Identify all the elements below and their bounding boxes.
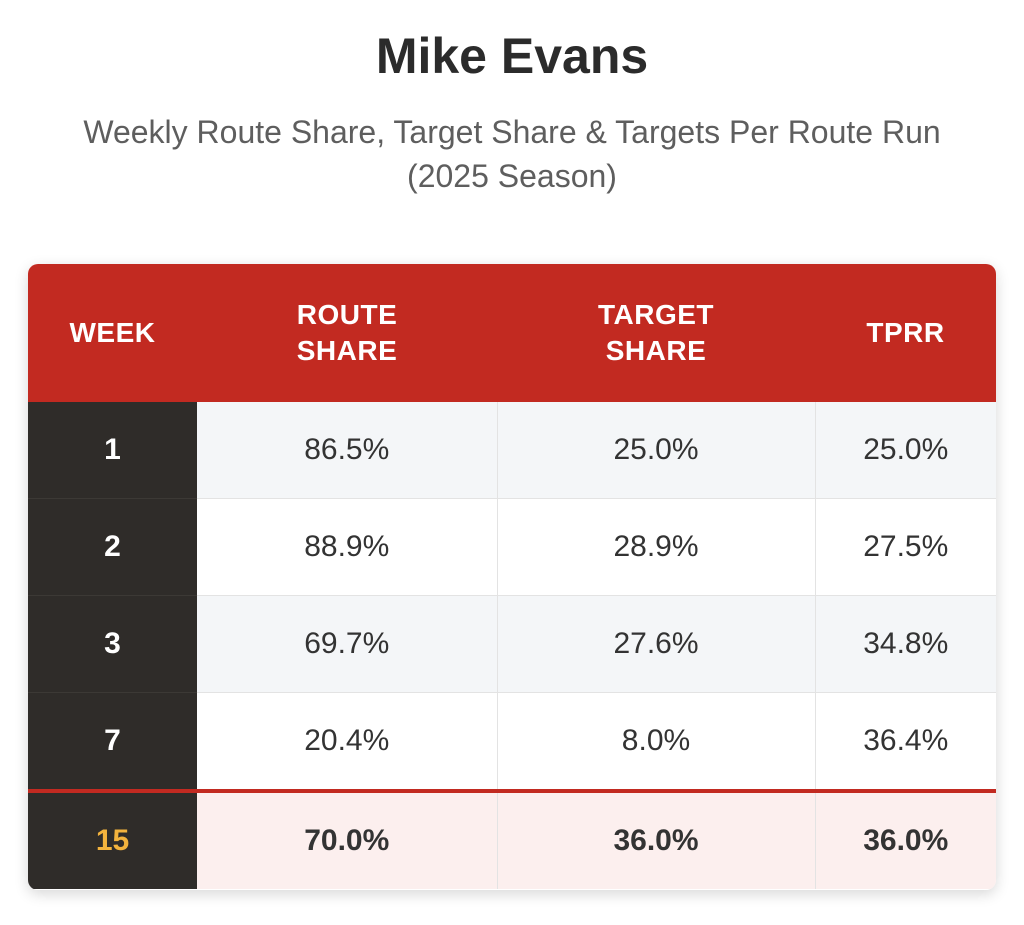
- route-share-cell: 88.9%: [197, 498, 498, 596]
- route-share-cell: 69.7%: [197, 595, 498, 693]
- table-row: 7 20.4% 8.0% 36.4%: [28, 692, 996, 792]
- column-header-route-share: ROUTE SHARE: [197, 264, 497, 402]
- route-share-cell: 70.0%: [197, 789, 498, 889]
- table-row: 3 69.7% 27.6% 34.8%: [28, 595, 996, 693]
- table-header-row: WEEK ROUTE SHARE TARGET SHARE TPRR: [28, 264, 996, 402]
- table-row-highlighted: 15 70.0% 36.0% 36.0%: [28, 789, 996, 889]
- route-share-cell: 20.4%: [197, 692, 498, 792]
- tprr-cell: 36.4%: [815, 692, 996, 792]
- target-share-cell: 28.9%: [497, 498, 816, 596]
- week-cell: 15: [28, 789, 197, 889]
- column-header-week: WEEK: [28, 264, 197, 402]
- target-share-cell: 27.6%: [497, 595, 816, 693]
- target-share-cell: 25.0%: [497, 402, 816, 499]
- chart-subtitle: Weekly Route Share, Target Share & Targe…: [83, 114, 941, 194]
- route-share-cell: 86.5%: [197, 402, 498, 499]
- table-row: 1 86.5% 25.0% 25.0%: [28, 402, 996, 499]
- column-header-target-share: TARGET SHARE: [497, 264, 815, 402]
- column-header-tprr: TPRR: [815, 264, 996, 402]
- chart-title: Mike Evans: [375, 28, 649, 84]
- week-cell: 1: [28, 402, 197, 499]
- target-share-cell: 8.0%: [497, 692, 816, 792]
- stats-table-container: WEEK ROUTE SHARE TARGET SHARE TPRR 1 86.5%…: [28, 264, 996, 890]
- tprr-cell: 36.0%: [815, 789, 996, 889]
- tprr-cell: 27.5%: [815, 498, 996, 596]
- table-row: 2 88.9% 28.9% 27.5%: [28, 498, 996, 596]
- tprr-cell: 25.0%: [815, 402, 996, 499]
- target-share-cell: 36.0%: [497, 789, 816, 889]
- tprr-cell: 34.8%: [815, 595, 996, 693]
- week-cell: 2: [28, 498, 197, 596]
- stats-table: WEEK ROUTE SHARE TARGET SHARE TPRR 1 86.5%…: [28, 264, 996, 889]
- week-cell: 7: [28, 692, 197, 792]
- week-cell: 3: [28, 595, 197, 693]
